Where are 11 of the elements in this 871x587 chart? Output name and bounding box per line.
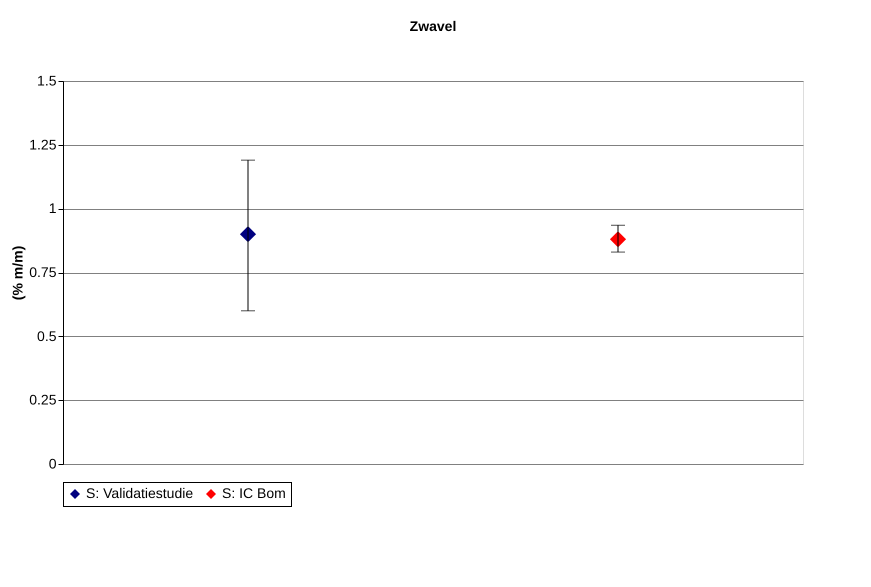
y-tick-label: 0.75 — [29, 264, 57, 280]
legend-label: S: Validatiestudie — [86, 485, 194, 501]
y-tick-label: 1.5 — [37, 72, 57, 88]
y-tick-label: 0.5 — [37, 328, 57, 344]
y-tick-label: 1 — [48, 200, 57, 216]
y-tick-label: 0.25 — [29, 392, 57, 408]
legend-label: S: IC Bom — [222, 485, 286, 501]
y-tick-label: 0 — [48, 456, 57, 472]
y-tick-label: 1.25 — [29, 136, 57, 152]
y-axis-title: (% m/m) — [9, 246, 26, 300]
chart-title: Zwavel — [410, 18, 456, 34]
